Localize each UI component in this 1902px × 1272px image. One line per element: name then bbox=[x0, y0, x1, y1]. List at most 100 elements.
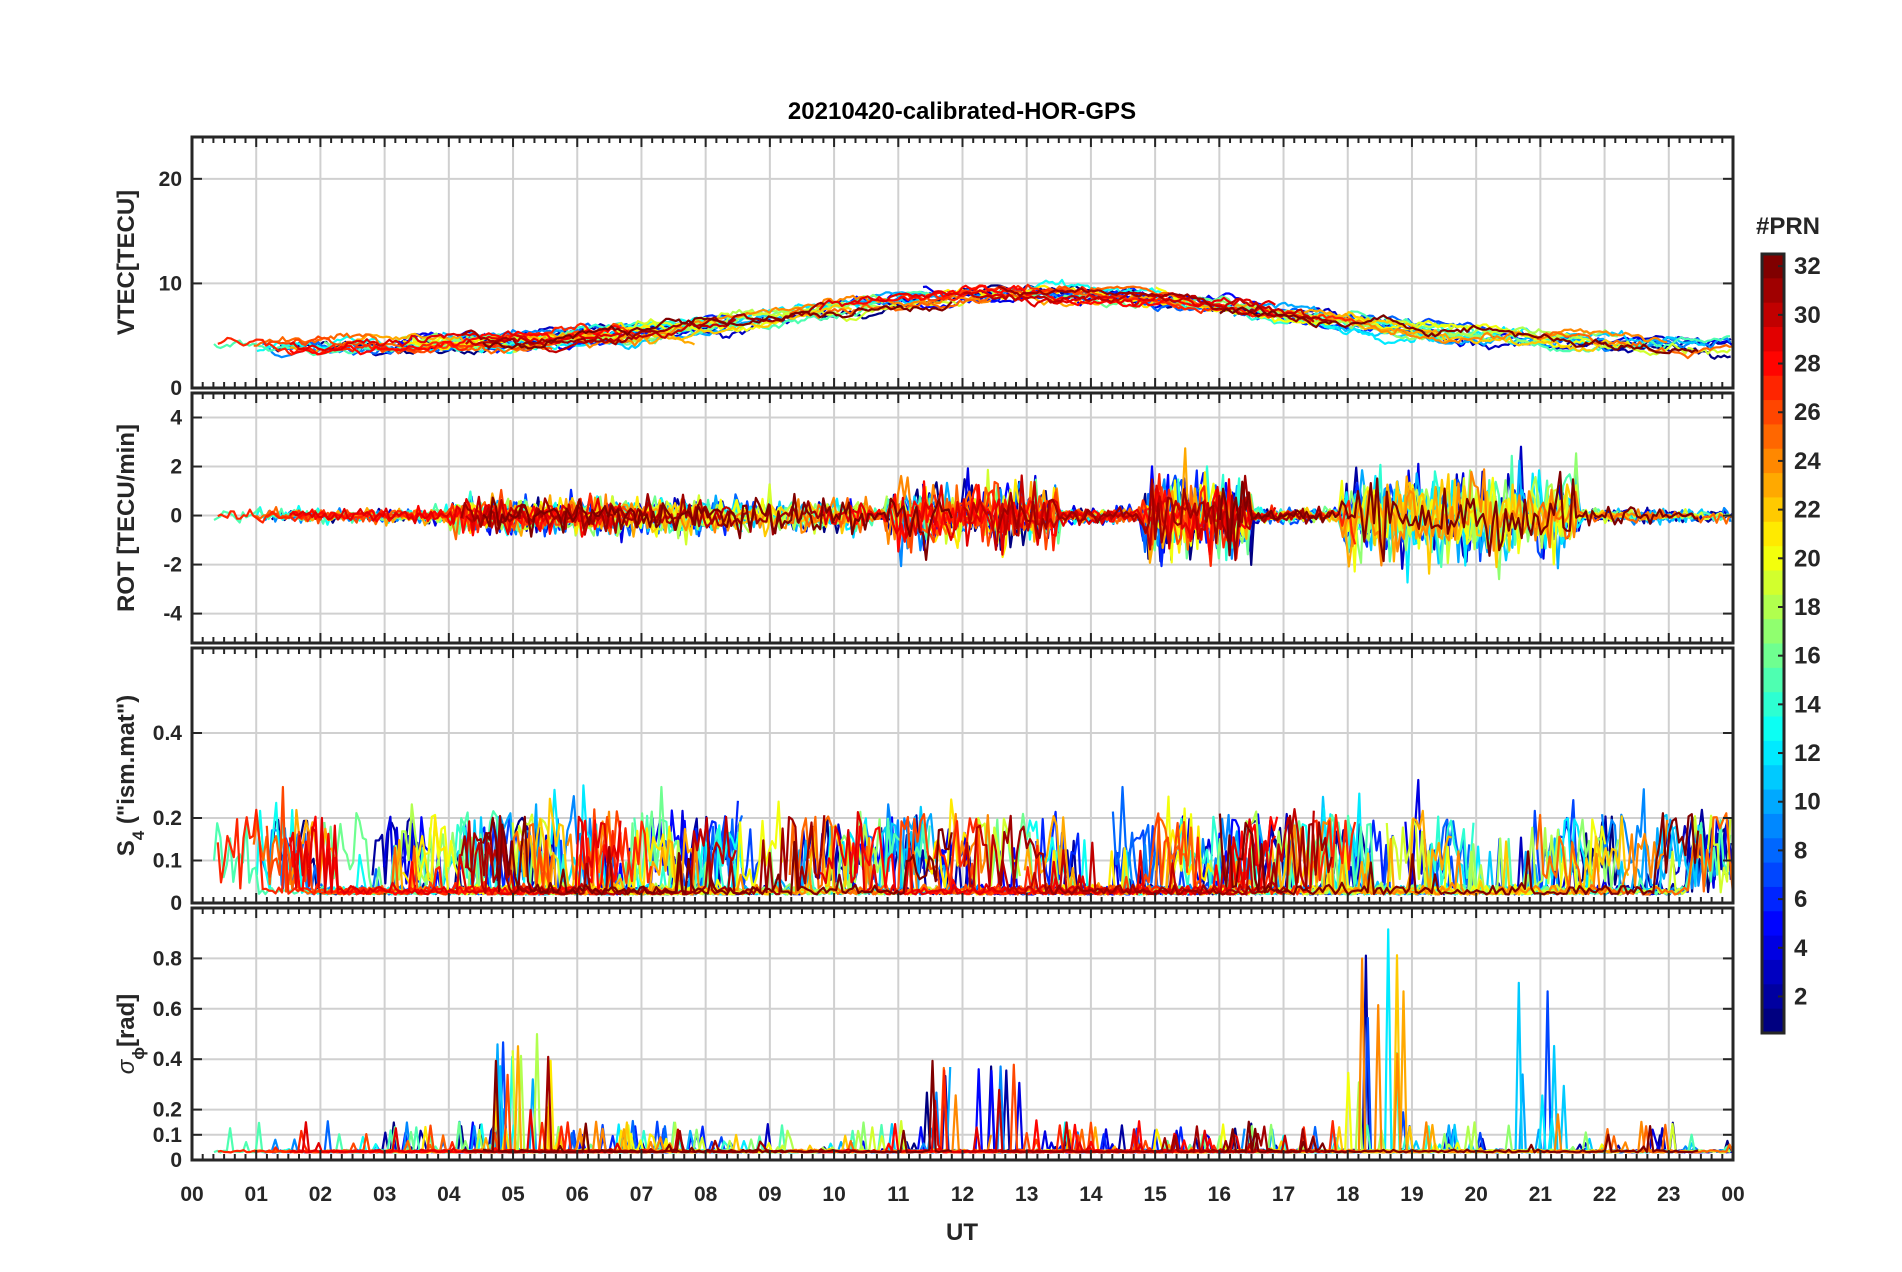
vtec-grid bbox=[191, 137, 1734, 389]
sigphi-ticks: 00.10.2 0.4 0.6 0.8 bbox=[153, 908, 1734, 1172]
rot-ylabel: ROT [TECU/min] bbox=[113, 424, 140, 612]
colorbar-tick-label: 20 bbox=[1794, 545, 1821, 572]
sigphi-ytick-label: 0.4 bbox=[153, 1048, 183, 1071]
x-tick-label: 21 bbox=[1529, 1183, 1553, 1206]
colorbar-title: #PRN bbox=[1756, 213, 1820, 240]
vtec-prn-31-line bbox=[997, 285, 1332, 323]
colorbar-tick-label: 2 bbox=[1794, 983, 1807, 1010]
colorbar-segment bbox=[1762, 448, 1784, 474]
rot-panel: -4 -2 0 2 4 ROT [TECU/min] bbox=[113, 391, 1735, 645]
sigma-phi-panel: 00.10.2 0.4 0.6 0.8 σϕ[rad] bbox=[113, 906, 1735, 1172]
sigphi-prn-32-line bbox=[1219, 1120, 1699, 1154]
s4-ytick-label: 0.1 bbox=[153, 850, 183, 873]
x-tick-label: 18 bbox=[1336, 1183, 1360, 1206]
x-tick-label: 19 bbox=[1400, 1183, 1423, 1206]
colorbar-segment bbox=[1762, 497, 1784, 523]
vtec-prn-22-line bbox=[520, 304, 853, 349]
rot-prn-22-line bbox=[1271, 473, 1630, 575]
colorbar-tick-label: 8 bbox=[1794, 837, 1807, 864]
colorbar-segment bbox=[1762, 546, 1784, 572]
sigphi-prn-24-line bbox=[1287, 957, 1668, 1154]
vtec-prn-17-line bbox=[1209, 300, 1619, 346]
s4-prn-32-line bbox=[1218, 812, 1700, 896]
x-tick-label: 09 bbox=[758, 1183, 781, 1206]
colorbar-segment bbox=[1762, 838, 1784, 864]
colorbar-tick-label: 6 bbox=[1794, 886, 1807, 913]
x-axis-label: UT bbox=[946, 1219, 978, 1246]
x-axis: 00 01 02 03 04 05 06 07 08 09 10 11 12 13 14 15 16 17 18 19… bbox=[180, 1183, 1744, 1206]
rot-series bbox=[213, 445, 1733, 584]
vtec-prn-32-line bbox=[1219, 306, 1699, 355]
sigphi-ytick-label: 0.2 bbox=[153, 1099, 182, 1122]
vtec-ytick-label: 0 bbox=[170, 377, 182, 400]
s4-ytick-label: 0.4 bbox=[153, 722, 183, 745]
x-tick-label: 01 bbox=[245, 1183, 269, 1206]
colorbar-tick-label: 14 bbox=[1794, 691, 1821, 718]
colorbar-segment bbox=[1762, 935, 1784, 961]
x-tick-label: 04 bbox=[437, 1183, 461, 1206]
colorbar-segment bbox=[1762, 984, 1784, 1010]
x-tick-label: 15 bbox=[1143, 1183, 1167, 1206]
x-tick-label: 05 bbox=[501, 1183, 525, 1206]
sigphi-grid bbox=[191, 908, 1734, 1161]
vtec-ytick-label: 20 bbox=[159, 168, 182, 191]
colorbar-segment bbox=[1762, 594, 1784, 620]
x-tick-label: 14 bbox=[1079, 1183, 1103, 1206]
colorbar-segment bbox=[1762, 302, 1784, 328]
sigphi-prn-31-line bbox=[460, 1055, 825, 1154]
colorbar-tick-label: 12 bbox=[1794, 740, 1821, 767]
vtec-prn-24-line bbox=[567, 294, 992, 349]
sigphi-ytick-label: 0.8 bbox=[153, 947, 183, 970]
x-tick-label: 00 bbox=[180, 1183, 203, 1206]
colorbar-tick-label: 4 bbox=[1794, 935, 1808, 962]
vtec-prn-25-line bbox=[1536, 331, 1733, 360]
rot-ytick-label: 2 bbox=[170, 456, 182, 479]
vtec-prn-30-line bbox=[963, 291, 1315, 323]
rot-ytick-label: -4 bbox=[163, 603, 182, 626]
rot-ytick-label: 0 bbox=[170, 505, 182, 528]
s4-series bbox=[212, 778, 1733, 896]
sigphi-prn-32-line bbox=[482, 1059, 953, 1154]
vtec-ytick-label: 10 bbox=[159, 272, 182, 295]
colorbar-tick-label: 22 bbox=[1794, 497, 1821, 524]
s4-prn-32-line bbox=[481, 815, 953, 896]
colorbar-tick-label: 30 bbox=[1794, 302, 1821, 329]
x-tick-label: 08 bbox=[694, 1183, 718, 1206]
colorbar-segment bbox=[1762, 862, 1784, 888]
rot-prn-32-line bbox=[482, 492, 953, 562]
colorbar-segment bbox=[1762, 278, 1784, 304]
x-tick-label: 23 bbox=[1657, 1183, 1680, 1206]
x-tick-label: 17 bbox=[1272, 1183, 1295, 1206]
s4-prn-31-line bbox=[460, 814, 826, 896]
sigphi-prn-22-line bbox=[1271, 954, 1629, 1154]
x-tick-label: 10 bbox=[822, 1183, 845, 1206]
colorbar-segment bbox=[1762, 886, 1784, 912]
colorbar-segment bbox=[1762, 789, 1784, 815]
x-tick-label: 16 bbox=[1208, 1183, 1231, 1206]
s4-ytick-label: 0 bbox=[170, 892, 182, 915]
colorbar-tick-label: 10 bbox=[1794, 789, 1821, 816]
vtec-prn-27-line bbox=[217, 322, 652, 356]
colorbar-segment bbox=[1762, 765, 1784, 791]
colorbar-segment bbox=[1762, 643, 1784, 669]
vtec-prn-25-line bbox=[253, 332, 553, 355]
vtec-prn-29-line bbox=[289, 330, 621, 352]
vtec-prn-31-line bbox=[460, 301, 825, 346]
vtec-panel: 0 10 20 VTEC[TECU] bbox=[113, 135, 1735, 400]
colorbar-segment bbox=[1762, 375, 1784, 401]
sigphi-ytick-label: 0 bbox=[170, 1149, 182, 1172]
colorbar-segment bbox=[1762, 619, 1784, 645]
x-tick-label: 06 bbox=[566, 1183, 589, 1206]
colorbar-segment bbox=[1762, 254, 1784, 279]
colorbar-segment bbox=[1762, 1008, 1784, 1034]
colorbar-segment bbox=[1762, 813, 1784, 839]
rot-ytick-label: 4 bbox=[170, 407, 182, 430]
s4-ticks: 0 0.1 0.2 0.4 bbox=[153, 648, 1734, 915]
x-tick-label: 03 bbox=[373, 1183, 396, 1206]
colorbar-segment bbox=[1762, 424, 1784, 450]
x-tick-label: 11 bbox=[887, 1183, 910, 1206]
colorbar-segment bbox=[1762, 959, 1784, 985]
s4-ytick-label: 0.2 bbox=[153, 807, 182, 830]
